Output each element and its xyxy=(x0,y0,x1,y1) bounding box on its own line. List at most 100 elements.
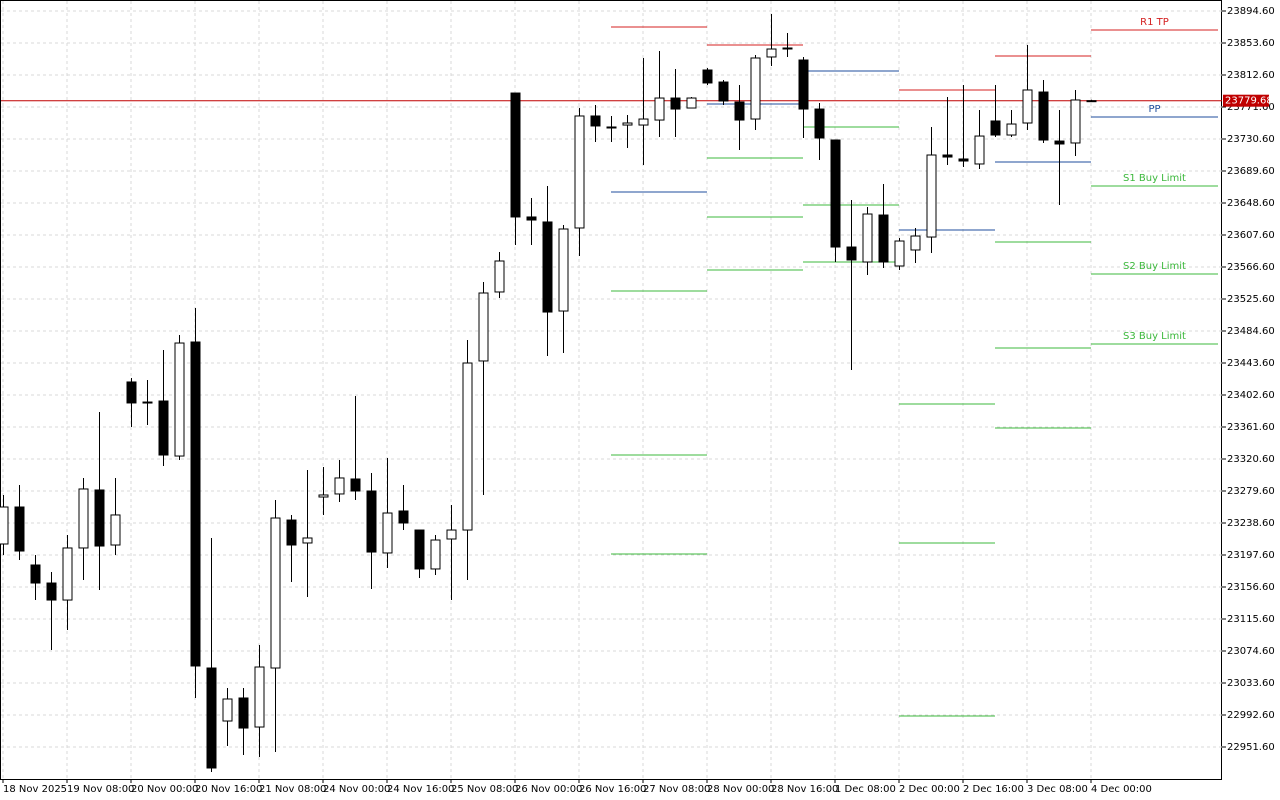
candle-body xyxy=(190,341,201,667)
candle-body xyxy=(670,97,681,110)
candle-body xyxy=(430,539,441,570)
candle-body xyxy=(558,228,569,312)
candle-body xyxy=(574,115,585,229)
candle-body xyxy=(286,519,297,546)
candle-body xyxy=(206,667,217,769)
candle-body xyxy=(222,698,233,722)
y-tick-label: 23525.60 xyxy=(1227,294,1275,305)
candle-body xyxy=(158,400,169,456)
y-tick-label: 23156.60 xyxy=(1227,582,1275,593)
level-label: S3 Buy Limit xyxy=(1123,331,1186,342)
candle-body xyxy=(382,512,393,554)
candle-body xyxy=(1006,123,1017,136)
candle-body xyxy=(462,362,473,531)
candle-body xyxy=(46,582,57,601)
candle-body xyxy=(318,494,329,498)
candle-body xyxy=(814,108,825,139)
y-tick-label: 23115.60 xyxy=(1227,614,1275,625)
x-tick-label: 24 Nov 16:00 xyxy=(387,784,454,795)
y-tick-label: 23648.60 xyxy=(1227,198,1275,209)
candle-body xyxy=(782,47,793,50)
candle-body xyxy=(30,564,41,584)
y-tick-label: 22992.60 xyxy=(1227,710,1275,721)
candle-body xyxy=(366,490,377,553)
candle-body xyxy=(478,292,489,362)
level-label: R1 TP xyxy=(1140,17,1169,28)
candle-body xyxy=(942,154,953,158)
level-label: S2 Buy Limit xyxy=(1123,261,1186,272)
candle-body xyxy=(830,139,841,248)
candle-body xyxy=(14,506,25,552)
x-tick-label: 19 Nov 08:00 xyxy=(67,784,134,795)
candle-body xyxy=(926,154,937,238)
candle-body xyxy=(798,59,809,110)
y-tick-label: 23853.60 xyxy=(1227,38,1275,49)
candle-body xyxy=(62,547,73,601)
candle-body xyxy=(94,489,105,547)
candle-body xyxy=(302,537,313,544)
x-tick-label: 20 Nov 16:00 xyxy=(195,784,262,795)
candle-body xyxy=(1038,91,1049,141)
candle-body xyxy=(414,529,425,570)
level-label: PP xyxy=(1148,104,1160,115)
y-tick-label: 23238.60 xyxy=(1227,518,1275,529)
candle-body xyxy=(894,240,905,267)
candle-body xyxy=(846,246,857,261)
candle-body xyxy=(526,216,537,221)
x-tick-label: 26 Nov 00:00 xyxy=(515,784,582,795)
candle-body xyxy=(174,342,185,457)
candle-body xyxy=(622,122,633,126)
candle-body xyxy=(398,510,409,524)
x-tick-label: 28 Nov 00:00 xyxy=(707,784,774,795)
candle-body xyxy=(542,221,553,313)
candle-body xyxy=(750,57,761,120)
x-tick-label: 1 Dec 08:00 xyxy=(835,784,896,795)
candle-body xyxy=(702,69,713,84)
candle-body xyxy=(78,488,89,549)
candle-body xyxy=(510,92,521,218)
candle-body xyxy=(878,214,889,263)
y-tick-label: 23402.60 xyxy=(1227,390,1275,401)
y-tick-label: 23033.60 xyxy=(1227,678,1275,689)
y-tick-label: 23894.60 xyxy=(1227,6,1275,17)
y-tick-label: 23566.60 xyxy=(1227,262,1275,273)
candle-body xyxy=(974,135,985,165)
candle-body xyxy=(446,529,457,540)
candle-body xyxy=(718,81,729,102)
candle-body xyxy=(862,213,873,263)
candle-body xyxy=(1070,99,1081,144)
y-tick-label: 22951.60 xyxy=(1227,742,1275,753)
y-tick-label: 23689.60 xyxy=(1227,166,1275,177)
candle-body xyxy=(110,514,121,546)
y-tick-label: 23074.60 xyxy=(1227,646,1275,657)
x-tick-label: 26 Nov 16:00 xyxy=(579,784,646,795)
current-price-label: 23779.68 xyxy=(1225,96,1273,107)
candle-body xyxy=(494,260,505,293)
candle-body xyxy=(734,101,745,121)
y-tick-label: 23812.60 xyxy=(1227,70,1275,81)
current-price-tag xyxy=(1223,94,1269,107)
x-tick-label: 2 Dec 00:00 xyxy=(899,784,960,795)
x-tick-label: 4 Dec 00:00 xyxy=(1091,784,1152,795)
candle-body xyxy=(1086,100,1097,103)
candle-body xyxy=(238,697,249,729)
candle-body xyxy=(606,126,617,129)
candle-body xyxy=(638,118,649,126)
candle-body xyxy=(142,401,153,404)
x-tick-label: 27 Nov 08:00 xyxy=(643,784,710,795)
x-tick-label: 2 Dec 16:00 xyxy=(963,784,1024,795)
y-tick-label: 23484.60 xyxy=(1227,326,1275,337)
y-tick-label: 23320.60 xyxy=(1227,454,1275,465)
candle-body xyxy=(910,235,921,251)
x-tick-label: 25 Nov 08:00 xyxy=(451,784,518,795)
candle-body xyxy=(350,478,361,492)
x-tick-label: 18 Nov 2025 xyxy=(3,784,67,795)
candle-body xyxy=(990,120,1001,136)
candle-body xyxy=(1054,140,1065,145)
candle-body xyxy=(334,477,345,495)
x-tick-label: 24 Nov 00:00 xyxy=(323,784,390,795)
y-tick-label: 23361.60 xyxy=(1227,422,1275,433)
y-tick-label: 23279.60 xyxy=(1227,486,1275,497)
